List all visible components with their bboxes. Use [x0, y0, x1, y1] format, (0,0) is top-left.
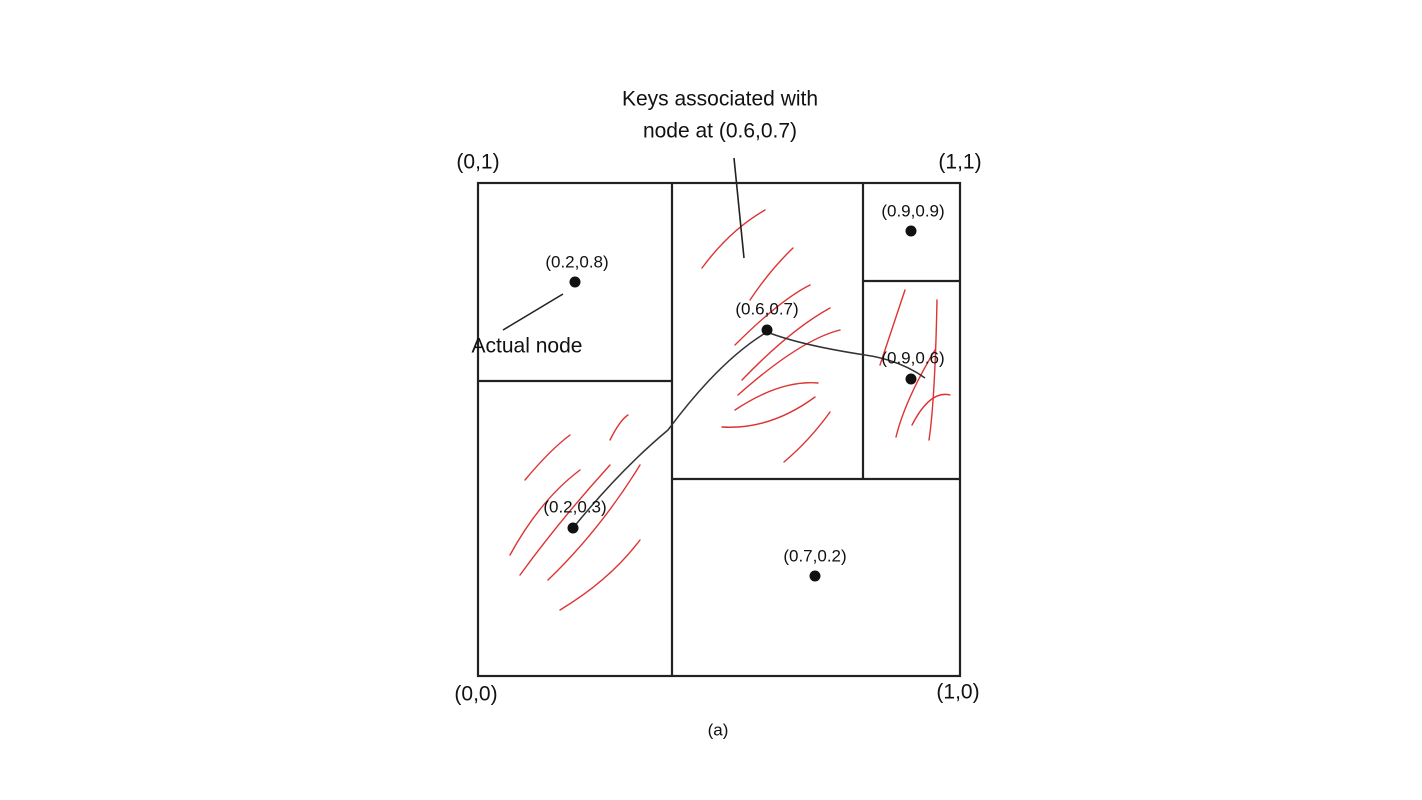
caption: (a)	[708, 720, 729, 739]
corner-label: (0,1)	[456, 151, 499, 174]
annotation: node at (0.6,0.7)	[643, 120, 797, 143]
node-label: (0.7,0.2)	[783, 546, 846, 565]
annotation-pointer	[502, 293, 564, 331]
corner-label: (1,0)	[936, 681, 979, 704]
corner-label: (1,1)	[938, 151, 981, 174]
annotation: Actual node	[472, 335, 583, 358]
corner-label: (0,0)	[454, 683, 497, 706]
node-dots	[567, 225, 917, 582]
routing-path	[572, 331, 926, 529]
key-hatching	[509, 209, 951, 611]
node-label: (0.6,0.7)	[735, 299, 798, 318]
annotation-pointer	[733, 157, 745, 259]
node-label: (0.9,0.9)	[881, 201, 944, 220]
node-label: (0.9,0.6)	[881, 348, 944, 367]
node-label: (0.2,0.8)	[545, 252, 608, 271]
node-label: (0.2,0.3)	[543, 497, 606, 516]
zones	[476, 181, 962, 678]
annotation: Keys associated with	[622, 88, 818, 111]
